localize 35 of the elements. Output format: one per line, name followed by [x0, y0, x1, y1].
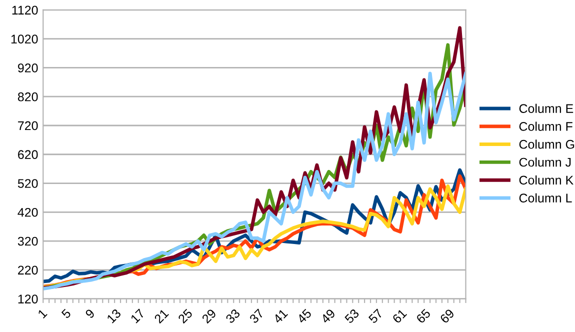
y-tick-label: 1120: [12, 6, 38, 15]
x-tick-label: 33: [225, 308, 241, 324]
y-tick-label: 120: [18, 294, 38, 304]
x-tick-label: 45: [296, 308, 312, 324]
x-tick-label: 1: [38, 308, 48, 318]
y-tick-label: 520: [18, 179, 38, 188]
y-tick-label: 220: [18, 266, 38, 275]
x-tick-label: 69: [440, 308, 455, 324]
x-tick-label: 53: [344, 308, 360, 324]
x-tick-label: 13: [106, 308, 122, 324]
y-tick-label: 720: [18, 121, 38, 130]
legend-label: Column J: [519, 158, 571, 167]
y-tick-label: 1020: [11, 34, 38, 44]
x-tick-label: 17: [130, 308, 146, 324]
y-tick-label: 920: [18, 64, 38, 72]
x-tick-label: 61: [392, 308, 408, 324]
x-tick-label: 37: [248, 308, 264, 324]
x-tick-label: 29: [201, 308, 217, 324]
legend-label: Column F: [519, 122, 572, 131]
x-tick-label: 9: [84, 308, 96, 319]
legend-label: Column G: [519, 140, 574, 149]
x-tick-label: 5: [61, 308, 72, 319]
y-tick-label: 420: [18, 208, 38, 217]
x-tick-label: 21: [154, 308, 169, 324]
y-tick-label: 320: [18, 236, 38, 246]
x-tick-label: 25: [178, 308, 193, 324]
x-tick-label: 65: [416, 308, 431, 324]
y-tick-label: 620: [18, 150, 38, 160]
x-tick-label: 57: [368, 308, 384, 324]
legend-label: Column L: [519, 193, 572, 202]
legend-label: Column K: [519, 175, 574, 185]
x-tick-label: 49: [320, 308, 336, 324]
legend-label: Column E: [519, 104, 574, 113]
x-tick-label: 41: [272, 308, 288, 324]
y-tick-label: 820: [18, 92, 38, 102]
